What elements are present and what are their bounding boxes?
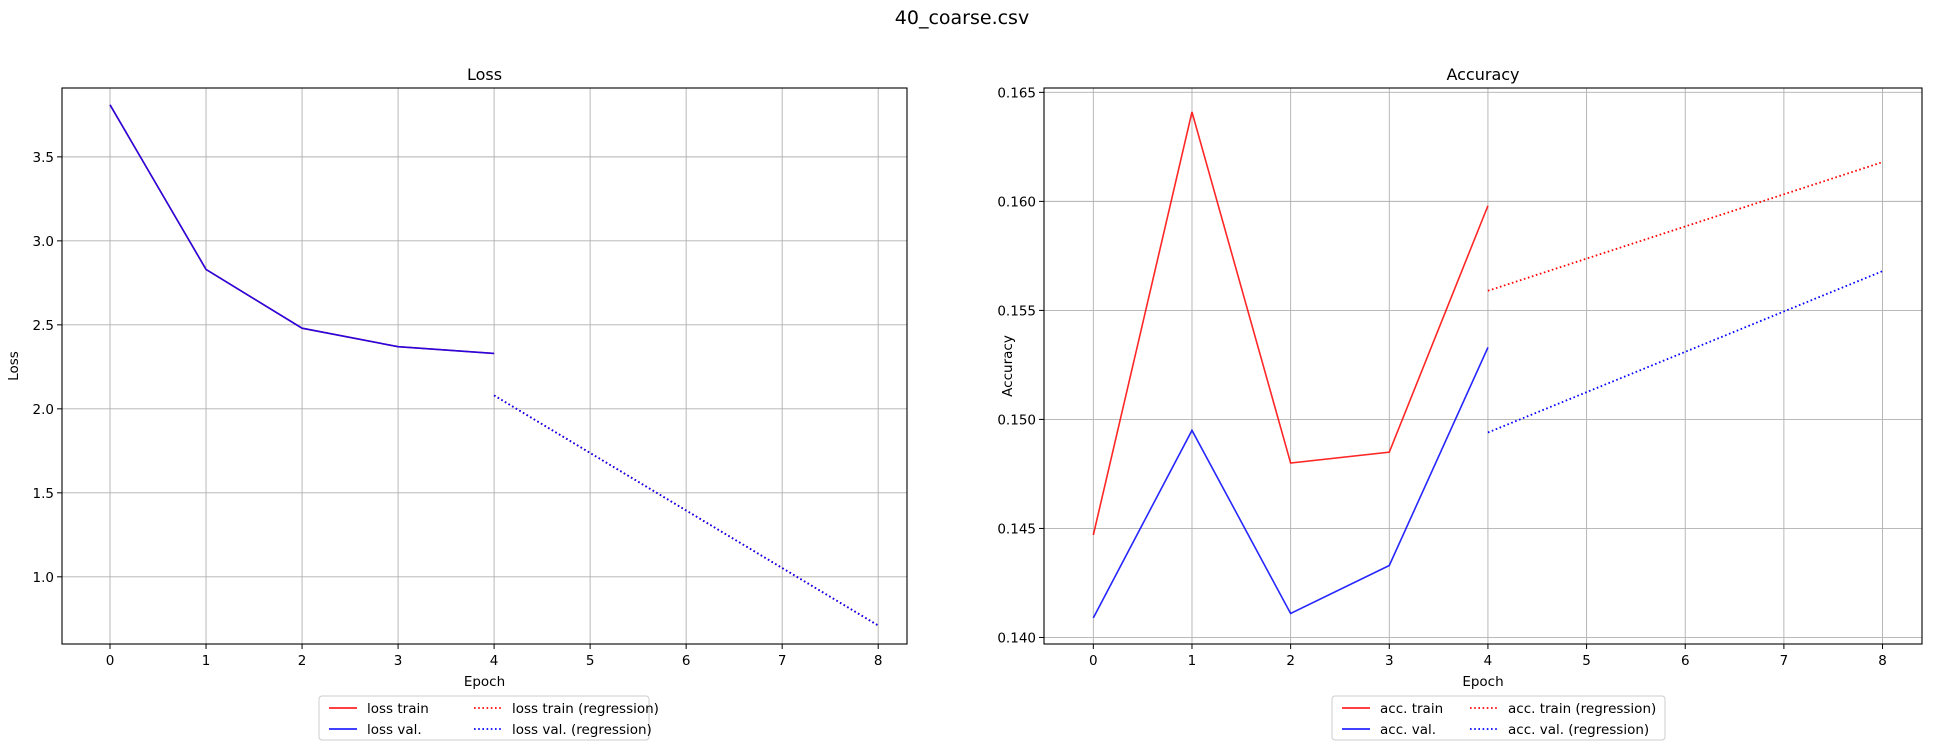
x-axis-label: Epoch — [464, 674, 505, 690]
x-tick-label: 5 — [1582, 653, 1591, 669]
x-tick-label: 1 — [202, 653, 211, 669]
y-axis-label: Accuracy — [1000, 335, 1016, 397]
x-tick-label: 7 — [778, 653, 787, 669]
x-tick-label: 3 — [394, 653, 403, 669]
legend-box — [318, 695, 650, 741]
y-tick-label: 1.5 — [33, 486, 54, 502]
x-tick-label: 2 — [1286, 653, 1295, 669]
y-axis-label: Loss — [6, 351, 22, 381]
series-line-loss-val-regression — [493, 394, 879, 627]
accuracy-chart: 0 1 2 3 4 5 6 7 8 0.140 0.145 0.150 0.155 0.160 0.165 A… — [997, 65, 1923, 741]
figure-title: 40_coarse.csv — [895, 7, 1029, 29]
series-line-loss-val — [109, 104, 495, 355]
legend-box — [1331, 695, 1666, 741]
series-line-acc-train-regression — [1487, 161, 1883, 292]
loss-chart: 0 1 2 3 4 5 6 7 8 1.0 1.5 2.0 2.5 3.0 3.5 Loss Epoch Loss… — [6, 65, 908, 741]
legend-label-acc-val: acc. val. — [1380, 722, 1436, 738]
legend-label-loss-train-regression: loss train (regression) — [512, 701, 659, 717]
x-tick-label: 7 — [1780, 653, 1789, 669]
x-tick-label: 3 — [1385, 653, 1394, 669]
x-tick-label: 6 — [1681, 653, 1690, 669]
x-tick-label: 0 — [106, 653, 115, 669]
y-tick-label: 0.155 — [997, 303, 1036, 319]
legend-label-acc-train-regression: acc. train (regression) — [1508, 701, 1656, 717]
y-tick-label: 3.5 — [33, 150, 54, 166]
x-tick-label: 5 — [586, 653, 595, 669]
x-tick-label: 4 — [1484, 653, 1493, 669]
y-tick-label: 0.165 — [997, 85, 1036, 101]
series-line-acc-train — [1092, 111, 1489, 536]
legend: loss train loss val. loss train (regressio… — [318, 695, 659, 741]
legend-label-loss-val-regression: loss val. (regression) — [512, 722, 652, 738]
x-axis-label: Epoch — [1462, 674, 1503, 690]
y-tick-label: 2.5 — [33, 318, 54, 334]
chart-title: Loss — [467, 65, 502, 84]
x-tick-label: 8 — [874, 653, 883, 669]
y-tick-label: 3.0 — [33, 234, 54, 250]
legend-label-loss-val: loss val. — [367, 722, 422, 738]
x-tick-label: 1 — [1188, 653, 1197, 669]
x-tick-label: 0 — [1089, 653, 1098, 669]
legend-label-acc-val-regression: acc. val. (regression) — [1508, 722, 1649, 738]
x-tick-label: 2 — [298, 653, 307, 669]
y-tick-label: 1.0 — [33, 570, 54, 586]
y-tick-label: 0.145 — [997, 521, 1036, 537]
x-tick-label: 8 — [1878, 653, 1887, 669]
y-tick-label: 0.150 — [997, 412, 1036, 428]
y-tick-label: 0.160 — [997, 194, 1036, 210]
y-tick-label: 0.140 — [997, 630, 1036, 646]
legend-label-acc-train: acc. train — [1380, 701, 1443, 717]
x-tick-label: 6 — [682, 653, 691, 669]
x-tick-label: 4 — [490, 653, 499, 669]
legend: acc. train acc. val. acc. train (regressio… — [1331, 695, 1666, 741]
chart-title: Accuracy — [1446, 65, 1519, 84]
plot-frame — [61, 87, 908, 645]
plot-frame — [1043, 87, 1923, 645]
series-line-acc-val — [1092, 347, 1489, 619]
legend-label-loss-train: loss train — [367, 701, 429, 717]
y-tick-label: 2.0 — [33, 402, 54, 418]
